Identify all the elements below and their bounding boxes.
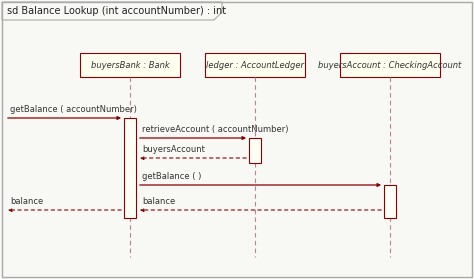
Bar xyxy=(80,53,180,77)
Text: buyersAccount : CheckingAccount: buyersAccount : CheckingAccount xyxy=(319,61,462,69)
Text: ledger : AccountLedger: ledger : AccountLedger xyxy=(206,61,304,69)
Bar xyxy=(205,53,305,77)
Text: retrieveAccount ( accountNumber): retrieveAccount ( accountNumber) xyxy=(142,125,289,134)
Bar xyxy=(340,53,440,77)
Bar xyxy=(384,185,396,218)
Text: sd Balance Lookup (int accountNumber) : int: sd Balance Lookup (int accountNumber) : … xyxy=(7,6,226,16)
Text: balance: balance xyxy=(10,197,43,206)
Bar xyxy=(249,138,261,163)
Text: getBalance ( ): getBalance ( ) xyxy=(142,172,201,181)
Bar xyxy=(124,118,136,218)
Text: buyersAccount: buyersAccount xyxy=(142,145,205,154)
Text: buyersBank : Bank: buyersBank : Bank xyxy=(91,61,169,69)
Text: getBalance ( accountNumber): getBalance ( accountNumber) xyxy=(10,105,137,114)
Text: balance: balance xyxy=(142,197,175,206)
